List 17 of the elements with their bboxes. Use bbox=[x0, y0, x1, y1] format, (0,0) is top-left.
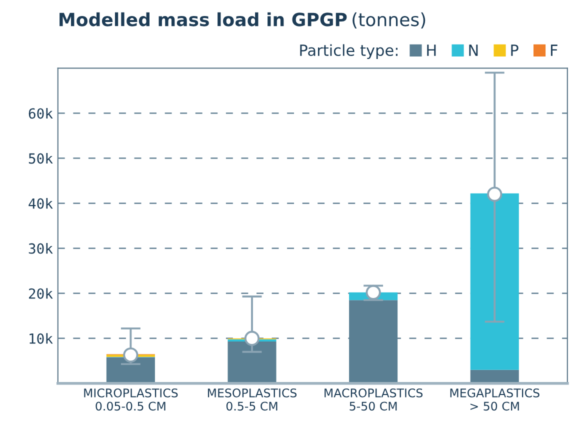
legend-label: F bbox=[550, 44, 558, 56]
y-tick-label: 10k bbox=[30, 333, 53, 344]
legend-label: H bbox=[427, 44, 436, 56]
x-tick-label: MESOPLASTICS 0.5-5 CM bbox=[208, 388, 297, 411]
legend-label: N bbox=[469, 44, 478, 56]
y-tick-label: 40k bbox=[28, 198, 53, 209]
legend-label: P bbox=[511, 44, 518, 56]
y-tick-label: 30k bbox=[28, 243, 53, 254]
y-tick-label: 60k bbox=[28, 108, 53, 119]
x-tick-label: MICROPLASTICS 0.05-0.5 CM bbox=[84, 388, 178, 411]
y-tick-label: 20k bbox=[28, 288, 53, 299]
chart-title: Modelled mass load in GPGP bbox=[60, 12, 347, 26]
x-tick-label: MEGAPLASTICS > 50 CM bbox=[450, 388, 540, 411]
legend-title: Particle type: bbox=[300, 44, 398, 59]
x-tick-label: MACROPLASTICS 5-50 CM bbox=[324, 388, 423, 411]
y-tick-label: 50k bbox=[28, 152, 53, 164]
chart-subtitle: (tonnes) bbox=[352, 12, 426, 28]
